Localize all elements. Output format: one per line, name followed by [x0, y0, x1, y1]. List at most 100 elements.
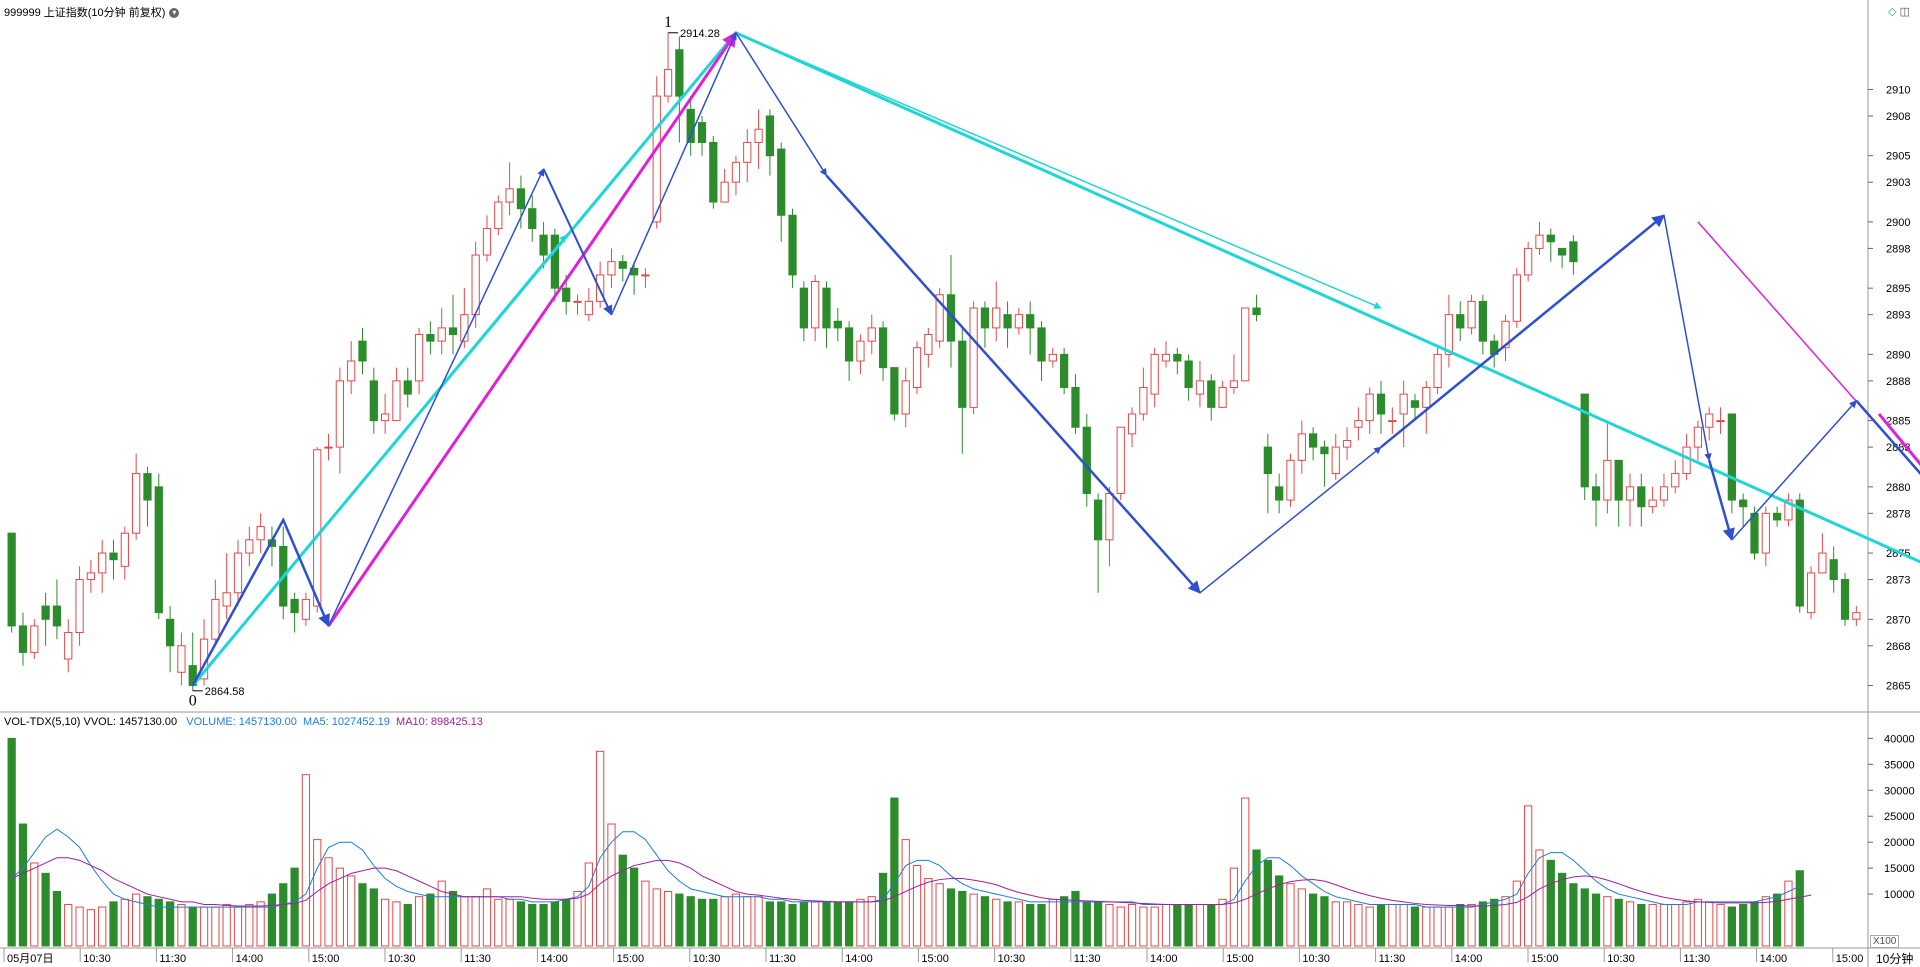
- volume-bar: [267, 893, 277, 947]
- wave-line-magenta: [327, 31, 738, 627]
- volume-bar: [1637, 903, 1646, 947]
- candle-body: [143, 473, 152, 501]
- volume-bar: [1229, 867, 1239, 947]
- candle-body: [1840, 579, 1850, 620]
- volume-bar: [1342, 901, 1352, 947]
- volume-bar: [392, 901, 401, 947]
- vol-tick-label: 20000: [1884, 837, 1915, 849]
- volume-bar: [912, 865, 922, 947]
- candle-body: [1535, 234, 1544, 249]
- candle-body: [1739, 499, 1748, 508]
- volume-bar: [448, 891, 458, 947]
- volume-bar: [1410, 906, 1420, 947]
- volume-bar: [86, 909, 95, 947]
- candle-body: [1671, 473, 1680, 488]
- volume-bar: [1037, 903, 1046, 947]
- panel-toolbar: ◇ ◫: [1888, 5, 1910, 18]
- volume-bar: [1705, 901, 1714, 947]
- volume-bar: [324, 857, 333, 947]
- candle-body: [1150, 353, 1159, 395]
- volume-bar: [1569, 883, 1578, 947]
- volume-bar: [1309, 893, 1318, 947]
- candle-body: [1252, 307, 1261, 316]
- x-tick-label: 15:00: [1836, 953, 1864, 965]
- volume-bar: [573, 891, 582, 947]
- volume-bar: [833, 901, 842, 947]
- volume-bar: [1614, 898, 1623, 947]
- volume-bar: [1727, 906, 1736, 947]
- candle-body: [1433, 353, 1442, 388]
- vol-tick-label: 15000: [1884, 863, 1915, 875]
- candle-body: [1410, 400, 1420, 408]
- candle-body: [1241, 307, 1250, 382]
- candle-body: [878, 327, 888, 369]
- x-tick-label: 11:30: [769, 953, 796, 965]
- candle-body: [777, 148, 786, 216]
- volume-bar: [41, 872, 50, 947]
- volume-bar: [1512, 880, 1521, 947]
- volume-bar: [890, 797, 899, 947]
- volume-bar: [1263, 859, 1272, 947]
- panel-toggle-icon[interactable]: ◫: [1899, 6, 1910, 18]
- y-tick-label: 2905: [1886, 151, 1910, 163]
- volume-bar: [1591, 893, 1601, 947]
- candle-body: [1784, 499, 1793, 521]
- vol-indicator-name[interactable]: VOL-TDX(5,10): [4, 716, 81, 728]
- wave-line-blue: [327, 168, 545, 627]
- wave-line-cyan: [192, 234, 567, 686]
- volume-bar: [301, 774, 311, 947]
- volume-bar: [437, 880, 446, 947]
- candle-body: [154, 486, 163, 614]
- volume-bar: [1320, 896, 1329, 947]
- volume-value: VOLUME: 1457130.00: [186, 716, 297, 728]
- volume-bar: [494, 898, 503, 947]
- ma5-value: MA5: 1027452.19: [303, 716, 390, 728]
- candle-body: [1354, 420, 1363, 428]
- candle-body: [30, 625, 39, 653]
- wave-label-1: 1: [664, 14, 672, 31]
- volume-bar: [675, 893, 684, 947]
- candle-body: [845, 327, 854, 362]
- candle-body: [494, 201, 503, 230]
- candle-body: [1795, 499, 1804, 607]
- candle-body: [550, 234, 559, 289]
- volume-bar: [1648, 903, 1657, 947]
- candle-body: [414, 334, 424, 382]
- candle-body: [652, 95, 661, 223]
- y-tick-label: 2908: [1886, 111, 1910, 123]
- x-tick-label: 10:30: [83, 953, 111, 965]
- candle-body: [52, 605, 62, 627]
- volume-bar: [516, 901, 526, 947]
- period-button[interactable]: 10分钟: [1876, 952, 1914, 966]
- candle-body: [290, 598, 299, 614]
- diamond-icon[interactable]: ◇: [1888, 6, 1897, 18]
- candle-body: [1852, 612, 1861, 620]
- candle-body: [41, 605, 50, 620]
- volume-bar: [799, 901, 808, 947]
- candle-body: [1761, 512, 1770, 554]
- candle-body: [1580, 393, 1589, 488]
- x-tick-label: 14:00: [1150, 953, 1178, 965]
- candle-body: [1297, 433, 1306, 461]
- volume-bar: [1161, 903, 1171, 947]
- volume-bar: [709, 898, 718, 947]
- candle-body: [471, 254, 480, 316]
- vvol-value: VVOL: 1457130.00: [83, 716, 178, 728]
- volume-bar: [1490, 898, 1499, 947]
- volume-bar: [1399, 903, 1408, 947]
- options-button[interactable]: ▾: [169, 8, 180, 19]
- wave-line-blue: [1855, 399, 1920, 475]
- volume-bar: [1195, 903, 1205, 947]
- candle-body: [369, 380, 378, 422]
- y-tick-label: 2878: [1886, 508, 1910, 520]
- volume-bar: [1026, 903, 1035, 947]
- x-tick-label: 11:30: [1379, 953, 1406, 965]
- y-tick-label: 2890: [1886, 349, 1910, 361]
- volume-bar: [177, 903, 186, 947]
- volume-bar: [720, 896, 729, 947]
- volume-bar: [1546, 859, 1555, 947]
- volume-bar: [211, 906, 220, 947]
- vol-tick-label: 40000: [1884, 733, 1915, 745]
- candle-body: [245, 539, 254, 554]
